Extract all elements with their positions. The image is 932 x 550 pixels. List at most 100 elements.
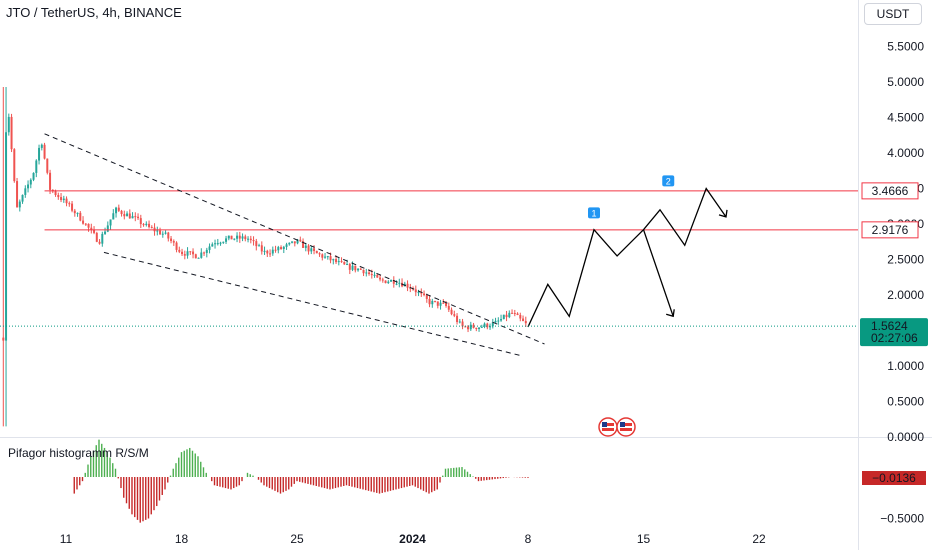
candle-body bbox=[351, 265, 354, 270]
candle-body bbox=[101, 233, 104, 244]
candle-body bbox=[359, 268, 362, 270]
projection-arrowhead bbox=[718, 209, 728, 218]
time-tick-label: 11 bbox=[60, 532, 73, 546]
candle-body bbox=[62, 198, 65, 201]
candle-body bbox=[406, 283, 409, 288]
indicator-tick-label: −0.5000 bbox=[880, 512, 924, 526]
candle-body bbox=[288, 242, 291, 245]
candle-body bbox=[513, 312, 516, 314]
price-tick-label: 5.0000 bbox=[887, 75, 924, 89]
candle-body bbox=[354, 265, 357, 271]
candle-body bbox=[439, 302, 442, 306]
candle-body bbox=[164, 232, 167, 234]
currency-button[interactable]: USDT bbox=[864, 3, 922, 25]
candle-body bbox=[76, 212, 79, 214]
price-tick-label: 1.0000 bbox=[887, 359, 924, 373]
time-tick-label: 2024 bbox=[399, 532, 426, 546]
candle-body bbox=[247, 238, 250, 240]
candle-body bbox=[131, 216, 134, 219]
candle-body bbox=[478, 327, 481, 330]
price-tick-label: 0.5000 bbox=[887, 395, 924, 409]
candle-body bbox=[46, 158, 49, 173]
time-tick-label: 25 bbox=[290, 532, 304, 546]
candle-body bbox=[373, 274, 376, 276]
candle-body bbox=[524, 321, 527, 324]
candle-body bbox=[32, 172, 35, 180]
candle-body bbox=[35, 160, 38, 173]
candle-body bbox=[29, 179, 32, 185]
price-tick-label: 0.0000 bbox=[887, 430, 924, 444]
candle-body bbox=[109, 219, 112, 226]
candle-body bbox=[321, 254, 324, 258]
candle-body bbox=[205, 249, 208, 253]
candle-body bbox=[57, 194, 60, 198]
candle-body bbox=[417, 292, 420, 294]
candle-body bbox=[425, 295, 428, 299]
candle-body bbox=[150, 227, 153, 229]
candle-body bbox=[395, 283, 398, 285]
candle-body bbox=[230, 235, 233, 240]
candle-body bbox=[128, 213, 131, 219]
candle-body bbox=[137, 216, 140, 219]
candle-body bbox=[142, 224, 145, 226]
candle-body bbox=[392, 279, 395, 284]
candle-body bbox=[269, 253, 272, 255]
candle-body bbox=[343, 262, 346, 265]
candle-body bbox=[282, 246, 285, 250]
indicator-name: Pifagor histogramm R/S/M bbox=[8, 446, 149, 460]
candle-body bbox=[208, 246, 211, 250]
candle-body bbox=[82, 220, 85, 224]
candle-body bbox=[40, 144, 43, 148]
candle-body bbox=[304, 245, 307, 248]
candle-body bbox=[189, 251, 192, 253]
candle-body bbox=[277, 247, 280, 251]
candle-body bbox=[445, 302, 448, 306]
candle-body bbox=[54, 191, 57, 195]
price-tick-label: 4.5000 bbox=[887, 111, 924, 125]
candle-body bbox=[115, 207, 118, 214]
candle-body bbox=[225, 238, 228, 242]
trendline bbox=[103, 251, 520, 356]
price-tick-label: 4.0000 bbox=[887, 146, 924, 160]
candle-body bbox=[236, 235, 239, 239]
candle-body bbox=[362, 269, 365, 274]
candle-body bbox=[161, 233, 164, 235]
candle-body bbox=[98, 241, 101, 244]
candle-body bbox=[357, 268, 360, 271]
candle-body bbox=[387, 281, 390, 284]
price-tick-label: 2.5000 bbox=[887, 253, 924, 267]
candle-body bbox=[200, 252, 203, 258]
candle-body bbox=[186, 251, 189, 256]
candle-body bbox=[456, 315, 459, 323]
candle-body bbox=[71, 203, 74, 211]
candle-body bbox=[183, 254, 186, 256]
candle-body bbox=[2, 337, 5, 341]
candle-body bbox=[7, 116, 10, 133]
candle-body bbox=[340, 261, 343, 263]
us-flag-icon bbox=[620, 423, 632, 426]
candle-body bbox=[370, 273, 373, 276]
candle-body bbox=[483, 323, 486, 327]
candle-body bbox=[390, 279, 393, 282]
candle-body bbox=[398, 282, 401, 284]
candle-body bbox=[497, 320, 500, 322]
candle-body bbox=[271, 249, 274, 254]
candle-body bbox=[346, 264, 349, 266]
candle-body bbox=[156, 230, 159, 232]
candle-body bbox=[258, 245, 261, 247]
level-label: 3.4666 bbox=[872, 184, 909, 198]
candle-body bbox=[291, 241, 294, 243]
wave-label: 1 bbox=[591, 208, 596, 218]
candle-body bbox=[123, 214, 126, 217]
us-flag-icon bbox=[620, 422, 625, 427]
candle-body bbox=[219, 242, 222, 244]
candle-body bbox=[244, 236, 247, 240]
indicator-value-box bbox=[862, 471, 926, 485]
candle-body bbox=[95, 232, 98, 242]
candle-body bbox=[480, 326, 483, 328]
candle-body bbox=[502, 314, 505, 320]
trendline bbox=[44, 133, 545, 345]
candle-body bbox=[181, 251, 184, 255]
candle-body bbox=[249, 238, 252, 241]
